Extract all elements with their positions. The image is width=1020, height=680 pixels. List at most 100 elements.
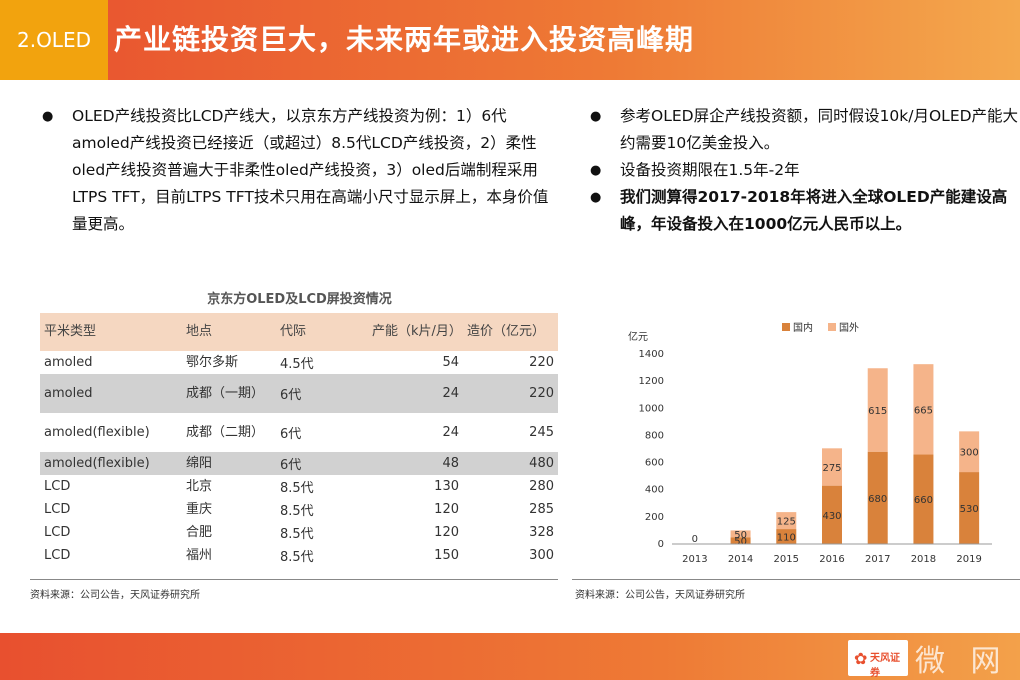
- cell-location: 北京: [186, 479, 213, 494]
- cell-cost: 245: [529, 425, 554, 440]
- bullet-item: OLED产线投资比LCD产线大，以京东方产线投资为例：1）6代amoled产线投…: [42, 103, 552, 238]
- flower-icon: ✿: [854, 649, 868, 668]
- cell-type: LCD: [44, 548, 71, 563]
- cell-capacity: 120: [434, 525, 459, 540]
- data-label: 50: [734, 537, 747, 548]
- bar-segment-国内-2018: [913, 454, 934, 544]
- data-label: 615: [868, 406, 887, 417]
- cell-generation: 8.5代: [280, 481, 314, 496]
- bar-segment-国内-2014: [730, 537, 751, 544]
- cell-location: 合肥: [186, 525, 213, 540]
- cell-cost: 280: [529, 479, 554, 494]
- data-label: 50: [734, 530, 747, 541]
- cell-type: amoled: [44, 386, 93, 401]
- data-label: 665: [914, 405, 933, 416]
- cell-cost: 285: [529, 502, 554, 517]
- data-label: 300: [960, 448, 979, 459]
- company-logo: ✿ 天风证券: [848, 640, 908, 679]
- page-title: 产业链投资巨大，未来两年或进入投资高峰期: [114, 23, 695, 56]
- y-tick-label: 0: [658, 539, 664, 550]
- cell-generation: 8.5代: [280, 504, 314, 519]
- table-row: amoled(flexible) 绵阳 6代 48 480: [40, 452, 558, 475]
- cell-capacity: 24: [442, 386, 459, 401]
- data-label: 0: [692, 534, 698, 545]
- col-header-location: 地点: [186, 324, 213, 339]
- bar-segment-国外-2019: [959, 431, 980, 473]
- bar-segment-国内-2017: [867, 451, 888, 544]
- cell-generation: 6代: [280, 388, 302, 403]
- table-row: LCD 北京 8.5代 130 280: [40, 475, 558, 498]
- cell-location: 成都（一期）: [186, 386, 265, 401]
- cell-type: LCD: [44, 502, 71, 517]
- col-header-cost: 造价（亿元）: [467, 324, 546, 339]
- bar-segment-国内-2015: [776, 529, 797, 544]
- cell-capacity: 54: [442, 355, 459, 370]
- cell-type: amoled: [44, 355, 93, 370]
- data-label: 660: [914, 495, 933, 506]
- legend-label-0: 国内: [793, 321, 813, 334]
- cell-cost: 328: [529, 525, 554, 540]
- data-label: 430: [822, 511, 841, 522]
- x-axis: 2013 2014 2015 2016 2017 2018 2019: [672, 543, 992, 565]
- cell-location: 福州: [186, 548, 213, 563]
- chart-source: 资料来源：公司公告，天风证券研究所: [575, 590, 745, 601]
- y-axis-unit: 亿元: [628, 330, 648, 343]
- table-title: 京东方OLED及LCD屏投资情况: [207, 292, 392, 307]
- col-header-type: 平米类型: [44, 324, 97, 339]
- data-label: 680: [868, 494, 887, 505]
- bar-segment-国外-2017: [867, 368, 888, 452]
- x-tick-label: 2019: [956, 554, 981, 565]
- cell-generation: 8.5代: [280, 527, 314, 542]
- investment-table: 平米类型 地点 代际 产能（k片/月） 造价（亿元） amoled 鄂尔多斯 4…: [40, 313, 558, 567]
- x-tick-label: 2013: [682, 554, 707, 565]
- y-axis: 0 200 400 600 800 1000 1200 1400: [639, 349, 664, 550]
- cell-type: LCD: [44, 525, 71, 540]
- x-tick-label: 2018: [911, 554, 936, 565]
- cell-capacity: 48: [442, 456, 459, 471]
- cell-cost: 220: [529, 355, 554, 370]
- cell-location: 重庆: [186, 502, 213, 517]
- cell-location: 鄂尔多斯: [186, 355, 239, 370]
- cell-cost: 220: [529, 386, 554, 401]
- legend-swatch-1: [828, 323, 836, 331]
- logo-text: 天风证券: [870, 653, 900, 679]
- x-tick-label: 2016: [819, 554, 844, 565]
- y-tick-label: 1400: [639, 349, 664, 360]
- bullet-item: 参考OLED屏企产线投资额，同时假设10k/月OLED产能大约需要10亿美金投入…: [590, 103, 1020, 157]
- right-bullet-list: 参考OLED屏企产线投资额，同时假设10k/月OLED产能大约需要10亿美金投入…: [590, 103, 1020, 238]
- cell-cost: 300: [529, 548, 554, 563]
- y-tick-label: 1000: [639, 403, 664, 414]
- bullet-item: 设备投资期限在1.5年-2年: [590, 157, 1020, 184]
- bullet-item-highlight: 我们测算得2017-2018年将进入全球OLED产能建设高峰，年设备投入在100…: [590, 184, 1020, 238]
- data-label: 110: [777, 533, 796, 544]
- bar-segment-国内-2019: [959, 472, 980, 544]
- data-label: 275: [822, 463, 841, 474]
- table-row: LCD 合肥 8.5代 120 328: [40, 521, 558, 544]
- x-tick-label: 2017: [865, 554, 890, 565]
- cell-type: LCD: [44, 479, 71, 494]
- bar-segment-国外-2015: [776, 512, 797, 530]
- table-row: LCD 福州 8.5代 150 300: [40, 544, 558, 567]
- cell-capacity: 24: [442, 425, 459, 440]
- cell-type: amoled(flexible): [44, 456, 150, 471]
- table-row: amoled(flexible) 成都（二期） 6代 24 245: [40, 413, 558, 452]
- y-tick-label: 600: [645, 458, 664, 469]
- header-banner: 2.OLED 产业链投资巨大，未来两年或进入投资高峰期: [0, 0, 1020, 80]
- cell-capacity: 150: [434, 548, 459, 563]
- bar-segment-国内-2016: [822, 485, 842, 544]
- cell-generation: 6代: [280, 427, 302, 442]
- x-tick-label: 2014: [728, 554, 753, 565]
- col-header-generation: 代际: [280, 324, 307, 339]
- table-header-row: 平米类型 地点 代际 产能（k片/月） 造价（亿元）: [40, 313, 558, 351]
- cell-location: 绵阳: [186, 456, 213, 471]
- cell-capacity: 130: [434, 479, 459, 494]
- bar-segment-国外-2014: [730, 530, 751, 538]
- y-tick-label: 1200: [639, 376, 664, 387]
- x-tick-label: 2015: [774, 554, 799, 565]
- bar-segment-国外-2016: [822, 448, 842, 486]
- section-tag: 2.OLED: [0, 0, 108, 80]
- bar-segment-国外-2018: [913, 364, 934, 455]
- legend-swatch-0: [782, 323, 790, 331]
